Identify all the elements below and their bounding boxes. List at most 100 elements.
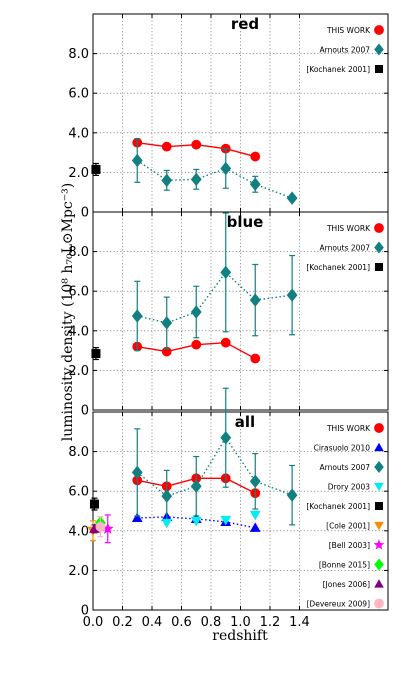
- x-tick-label: 0.8: [201, 615, 222, 630]
- y-tick-label: 2.0: [68, 564, 89, 579]
- data-point: [250, 151, 261, 162]
- series-arnouts-2007-line: [136, 436, 293, 497]
- data-point: [161, 173, 173, 188]
- data-point: [220, 337, 231, 348]
- panel-all-title: all: [235, 413, 255, 431]
- data-point: [161, 316, 173, 330]
- legend-marker: [374, 579, 384, 588]
- y-tick-label: 8.0: [68, 245, 89, 260]
- x-tick-label: 1.2: [260, 615, 281, 630]
- series-arnouts-2007: [131, 212, 298, 352]
- data-point: [190, 479, 202, 493]
- data-point: [191, 339, 202, 350]
- data-point: [89, 499, 99, 509]
- series-arnouts-2007: [131, 138, 298, 205]
- x-tick-labels: 0.0 0.2 0.4 0.6 0.8 1.0 1.2 1.4: [83, 615, 310, 630]
- panel-red-title: red: [231, 15, 259, 33]
- data-point: [286, 488, 298, 502]
- x-tick-label: 0.0: [83, 615, 104, 630]
- legend-label: Arnouts 2007: [320, 46, 371, 55]
- panel-blue-title: blue: [227, 213, 264, 231]
- legend-marker: [375, 502, 383, 510]
- legend-label: [Bell 2003]: [329, 541, 370, 550]
- y-tick-label: 2.0: [68, 364, 89, 379]
- series-kochanek-2001: [91, 162, 101, 176]
- data-point: [249, 510, 261, 521]
- legend-label: [Cole 2001]: [326, 522, 370, 531]
- data-point: [286, 191, 298, 205]
- series-this-work: [132, 337, 261, 364]
- data-point: [131, 309, 143, 323]
- data-point: [95, 521, 106, 532]
- legend-marker: [374, 25, 384, 35]
- data-point: [249, 293, 261, 307]
- data-point: [161, 489, 173, 503]
- data-point: [190, 172, 202, 187]
- y-tick-label: 4.0: [68, 324, 89, 339]
- data-point: [249, 522, 261, 532]
- legend-marker: [374, 241, 384, 254]
- x-axis-label: redshift: [212, 628, 268, 644]
- panel-red-legend: THIS WORK Arnouts 2007 [Kochanek 2001]: [306, 25, 384, 74]
- legend-label: [Devereux 2009]: [307, 600, 371, 609]
- data-point: [286, 288, 298, 302]
- series-arnouts-2007: [131, 387, 298, 526]
- legend-marker: [374, 442, 384, 452]
- y-tick-label: 0: [81, 604, 89, 619]
- data-point: [131, 465, 143, 480]
- data-point: [91, 349, 101, 359]
- panel-red-grid: [93, 14, 388, 212]
- x-tick-label: 0.2: [112, 615, 133, 630]
- data-point: [220, 515, 232, 526]
- legend-marker: [374, 223, 384, 233]
- data-point: [161, 518, 173, 529]
- legend-marker: [374, 43, 384, 56]
- data-point: [191, 139, 202, 150]
- data-point: [190, 516, 202, 527]
- y-tick-label: 4.0: [68, 126, 89, 141]
- panel-all: 0 2.0 4.0 6.0 8.0 all THIS WORK Cirasuolo 2010 A…: [68, 387, 389, 619]
- y-tick-label: 8.0: [68, 445, 89, 460]
- y-axis-label: luminosity density (10⁸ h₇₀L⊙Mpc⁻³): [60, 183, 76, 441]
- legend-label: [Kochanek 2001]: [306, 65, 370, 74]
- legend-marker: [374, 558, 384, 571]
- panel-blue-grid: [93, 212, 388, 410]
- data-point: [91, 164, 101, 174]
- series-bell-2003: [101, 514, 114, 544]
- series-kochanek-2001: [91, 347, 101, 361]
- data-point: [220, 161, 232, 176]
- data-point: [131, 512, 143, 522]
- y-tick-label: 6.0: [68, 87, 89, 102]
- legend-label: THIS WORK: [326, 424, 371, 433]
- legend-marker: [375, 263, 383, 271]
- panel-all-grid: [93, 412, 388, 610]
- legend-label: [Bonne 2015]: [319, 561, 370, 570]
- legend-label: [Kochanek 2001]: [306, 502, 370, 511]
- data-point: [249, 177, 261, 192]
- legend-label: [Jones 2006]: [323, 580, 370, 589]
- series-drory-2003: [161, 510, 261, 529]
- panel-blue: 0 2.0 4.0 6.0 8.0 blue THIS WORK Arnouts 2007 [K…: [68, 211, 389, 419]
- data-point: [190, 305, 202, 319]
- x-tick-label: 0.6: [171, 615, 192, 630]
- y-tick-label: 2.0: [68, 166, 89, 181]
- legend-marker: [374, 461, 384, 473]
- data-point: [131, 153, 143, 168]
- data-point: [220, 265, 232, 280]
- data-point: [249, 474, 261, 489]
- data-point: [220, 430, 232, 445]
- y-tick-label: 8.0: [68, 47, 89, 62]
- legend-marker: [374, 598, 384, 609]
- y-tick-label: 0: [81, 404, 89, 419]
- panel-red: 0 2.0 4.0 6.0 8.0 red THIS WORK Arnouts 2007 [Ko…: [68, 13, 389, 221]
- data-point: [161, 141, 172, 152]
- legend-label: Arnouts 2007: [320, 463, 371, 472]
- data-point: [101, 522, 114, 534]
- data-point: [250, 353, 261, 364]
- x-tick-label: 0.4: [142, 615, 163, 630]
- legend-label: THIS WORK: [326, 26, 371, 35]
- x-tick-label: 1.4: [289, 615, 310, 630]
- series-arnouts-2007-line: [137, 271, 293, 324]
- series-kochanek-2001: [89, 497, 99, 511]
